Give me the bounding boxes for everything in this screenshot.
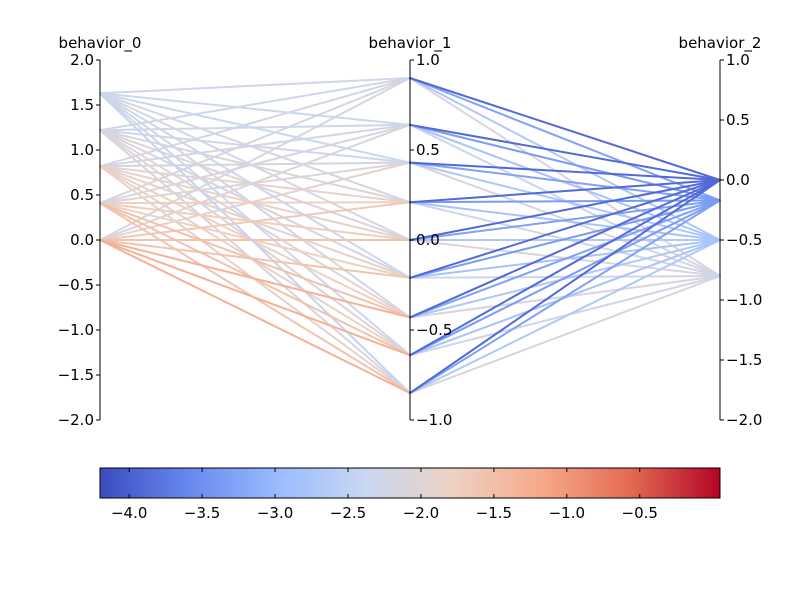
colorbar-tick-label: −2.5 [330,504,366,522]
polyline-segment [409,77,721,181]
polyline-segment [409,179,721,319]
polyline-segment [409,275,721,394]
colorbar-tick-label: −0.5 [622,504,658,522]
polyline-segment [99,201,411,205]
polyline-segment [409,179,721,279]
axis-tick-label: 1.0 [726,51,750,69]
axis-tick-label: 0.5 [70,186,94,204]
polyline-segment [409,199,721,241]
polyline-segment [99,92,411,357]
polyline-segment [409,179,721,204]
colorbar-tick-label: −2.0 [403,504,439,522]
colorbar-tick-label: −3.0 [257,504,293,522]
axis-title: behavior_2 [679,34,762,53]
polyline-segment [409,199,721,204]
axis-tick-label: 0.0 [726,171,750,189]
colorbar-tick-label: −1.5 [476,504,512,522]
colorbar-frame [99,467,721,499]
polyline-segment [409,123,721,181]
polyline-segment [409,161,721,202]
polyline-segment [409,77,721,202]
polyline-segment [409,199,721,394]
polyline-segment [99,129,411,164]
polyline-segment [99,92,411,204]
polyline-segment [99,92,411,394]
polyline-segment [99,92,411,164]
polyline-segment [99,239,411,357]
colorbar-gradient [100,468,720,498]
colorbar-ticks: −4.0 −3.5 −3.0 −2.5 −2.0 −1.5 −1.0 −0.5 [111,468,658,522]
polyline-segment [99,239,411,394]
colorbar: −4.0 −3.5 −3.0 −2.5 −2.0 −1.5 −1.0 −0.5 [99,467,721,522]
polyline-segment [409,179,721,241]
polyline-segment [409,123,721,202]
axis-tick-label: −1.0 [726,291,762,309]
polyline-segment [99,77,411,132]
colorbar-tick-label: −3.5 [184,504,220,522]
polyline-segment [99,161,411,241]
polyline-segment [99,165,411,204]
axis-tick-label: −0.5 [726,231,762,249]
polyline-segment [99,92,411,319]
polyline-segment [409,199,721,319]
polyline-segment [99,77,411,205]
axis-tick-label: 1.5 [70,96,94,114]
polyline-segment [409,239,721,394]
polyline-segment [99,92,411,279]
polyline-segment [99,239,411,279]
polyline-segment [409,199,721,279]
axis-tick-label: 2.0 [70,51,94,69]
axis-tick-label: −2.0 [58,411,94,429]
polyline-segment [409,179,721,357]
polyline-segment [409,199,721,357]
polylines-layer [99,77,721,394]
axis-tick-label: −1.0 [416,411,452,429]
polyline-segment [99,123,411,241]
polyline-segment [99,77,411,95]
axis-title: behavior_1 [369,34,452,53]
axis-tick-label: −0.5 [58,276,94,294]
polyline-segment [99,92,411,126]
colorbar-tick-label: −1.0 [549,504,585,522]
polyline-segment [99,92,411,241]
polyline-segment [409,77,721,277]
axis-tick-label: −2.0 [726,411,762,429]
polyline-segment [99,77,411,168]
polyline-segment [99,77,411,241]
axes-layer: behavior_02.0 1.5 1.0 0.5 0.0 −0.5 −1.0 −1.5 −2.… [58,34,763,429]
polyline-segment [409,179,721,394]
axis-tick-label: 1.0 [416,51,440,69]
polyline-segment [409,77,721,241]
axis-title: behavior_0 [59,34,142,53]
axis-tick-label: 0.5 [416,141,440,159]
colorbar-tick-label: −4.0 [111,504,147,522]
polyline-segment [409,161,721,181]
axis-tick-label: −1.5 [58,366,94,384]
axis-tick-label: 0.0 [416,231,440,249]
axis-tick-label: 1.0 [70,141,94,159]
axis-tick-label: 0.0 [70,231,94,249]
polyline-segment [99,161,411,168]
axis-tick-label: −0.5 [416,321,452,339]
polyline-segment [99,202,411,319]
polyline-segment [99,239,411,319]
axis-tick-label: 0.5 [726,111,750,129]
axis-tick-label: −1.0 [58,321,94,339]
axis-tick-label: −1.5 [726,351,762,369]
